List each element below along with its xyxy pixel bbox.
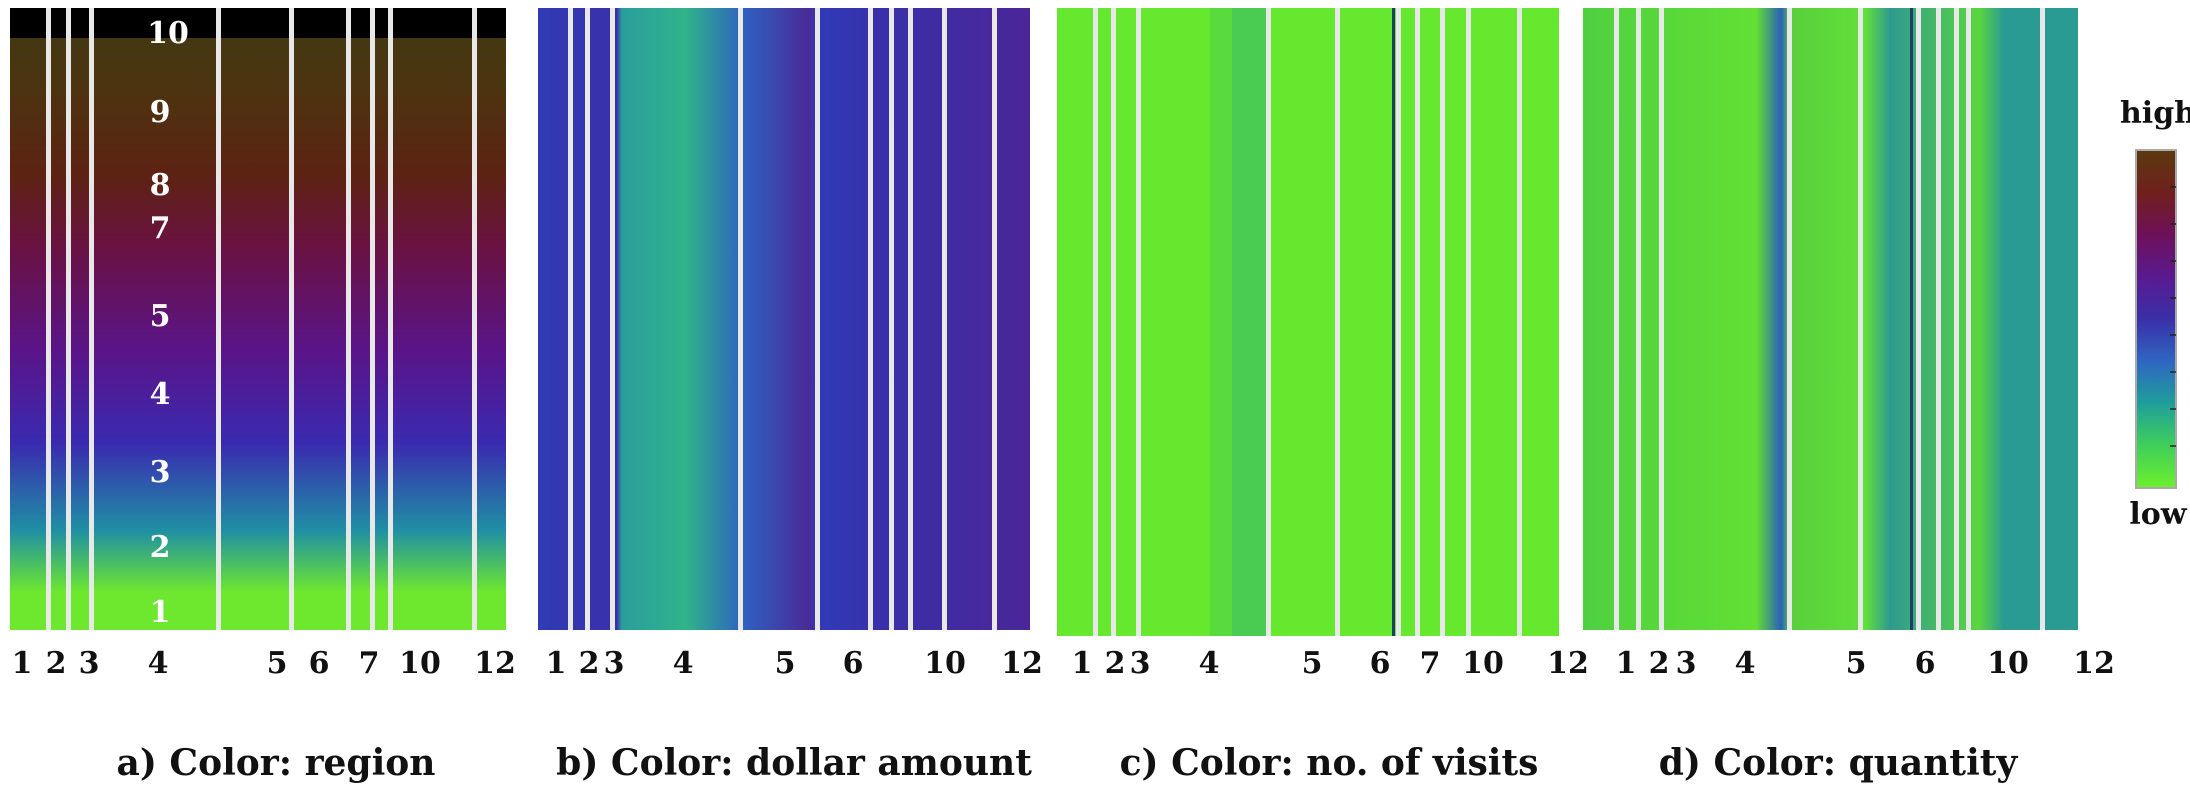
- panel-a-band-labels: 10 9 8 7 5 4 3 2 1: [147, 16, 189, 630]
- band-label: 4: [150, 377, 171, 412]
- band-label: 1: [150, 595, 171, 630]
- x-tick-label: 3: [1130, 646, 1151, 681]
- x-tick-label: 4: [1199, 646, 1220, 681]
- band-label: 3: [150, 455, 171, 490]
- caption-d: d) Color: quantity: [1658, 742, 2018, 784]
- caption-c: c) Color: no. of visits: [1119, 742, 1539, 784]
- caption-a: a) Color: region: [116, 742, 436, 784]
- x-tick-label: 2: [46, 646, 67, 681]
- panel-c-plot: [1057, 8, 1559, 636]
- x-tick-label: 6: [1915, 646, 1936, 681]
- panel-a-separators: [46, 8, 477, 630]
- panel-d-dark-line: [1910, 8, 1913, 630]
- band-label: 10: [147, 16, 189, 51]
- x-tick-label: 1: [12, 646, 33, 681]
- x-tick-label: 7: [359, 646, 380, 681]
- x-tick-label: 3: [79, 646, 100, 681]
- x-tick-label: 2: [1649, 646, 1670, 681]
- panel-c-texture: [1210, 8, 1267, 636]
- x-tick-label: 5: [1302, 646, 1323, 681]
- panel-b-plot: [538, 8, 1030, 630]
- caption-b: b) Color: dollar amount: [556, 742, 1032, 784]
- x-tick-label: 6: [1370, 646, 1391, 681]
- x-tick-label: 1: [1072, 646, 1093, 681]
- x-tick-label: 7: [1420, 646, 1441, 681]
- x-tick-label: 5: [775, 646, 796, 681]
- panel-b: 1 2 3 4 5 6 10 12: [538, 8, 1043, 681]
- band-label: 7: [150, 211, 171, 246]
- x-tick-label: 10: [924, 646, 966, 681]
- colorbar: [2135, 149, 2177, 489]
- x-tick-label: 12: [2073, 646, 2115, 681]
- x-tick-label: 3: [604, 646, 625, 681]
- x-tick-label: 6: [309, 646, 330, 681]
- band-label: 2: [150, 530, 171, 565]
- panel-a-plot: [10, 8, 506, 630]
- panel-c: 1 2 3 4 5 6 7 10 12: [1057, 8, 1589, 681]
- colorbar-high-label: high: [2120, 96, 2190, 131]
- x-tick-label: 6: [843, 646, 864, 681]
- x-tick-label: 3: [1676, 646, 1697, 681]
- colorbar-gradient: [2135, 149, 2177, 489]
- panel-c-separators: [1093, 8, 1522, 636]
- band-label: 9: [150, 95, 171, 130]
- x-tick-label: 2: [579, 646, 600, 681]
- panel-b-separators: [568, 8, 997, 630]
- x-tick-label: 12: [1001, 646, 1043, 681]
- x-tick-label: 12: [1547, 646, 1589, 681]
- panel-c-texture: [1232, 8, 1266, 636]
- x-tick-label: 10: [1987, 646, 2029, 681]
- colorbar-low-label: low: [2129, 497, 2187, 532]
- x-tick-label: 4: [673, 646, 694, 681]
- panel-d-plot: [1583, 8, 2078, 630]
- x-tick-label: 5: [267, 646, 288, 681]
- panel-c-x-ticks: 1 2 3 4 5 6 7 10 12: [1072, 646, 1589, 681]
- x-tick-label: 12: [474, 646, 516, 681]
- x-tick-label: 4: [1735, 646, 1756, 681]
- x-tick-label: 10: [399, 646, 441, 681]
- x-tick-label: 2: [1105, 646, 1126, 681]
- panel-b-x-ticks: 1 2 3 4 5 6 10 12: [546, 646, 1043, 681]
- x-tick-label: 5: [1846, 646, 1867, 681]
- colorbar-ticks: [2170, 186, 2176, 447]
- panel-a-top-band: [10, 8, 506, 38]
- panel-a: 10 9 8 7 5 4 3 2 1 1 2 3 4 5 6 7 10 12: [10, 8, 516, 681]
- panel-c-dark-line: [1392, 8, 1395, 636]
- x-tick-label: 4: [148, 646, 169, 681]
- x-tick-label: 1: [1616, 646, 1637, 681]
- panel-d-x-ticks: 1 2 3 4 5 6 10 12: [1616, 646, 2115, 681]
- panel-d-separators: [1614, 8, 2045, 630]
- x-tick-label: 10: [1462, 646, 1504, 681]
- x-tick-label: 1: [546, 646, 567, 681]
- band-label: 8: [150, 168, 171, 203]
- panel-a-x-ticks: 1 2 3 4 5 6 7 10 12: [12, 646, 516, 681]
- panel-d: 1 2 3 4 5 6 10 12: [1583, 8, 2115, 681]
- band-label: 5: [150, 299, 171, 334]
